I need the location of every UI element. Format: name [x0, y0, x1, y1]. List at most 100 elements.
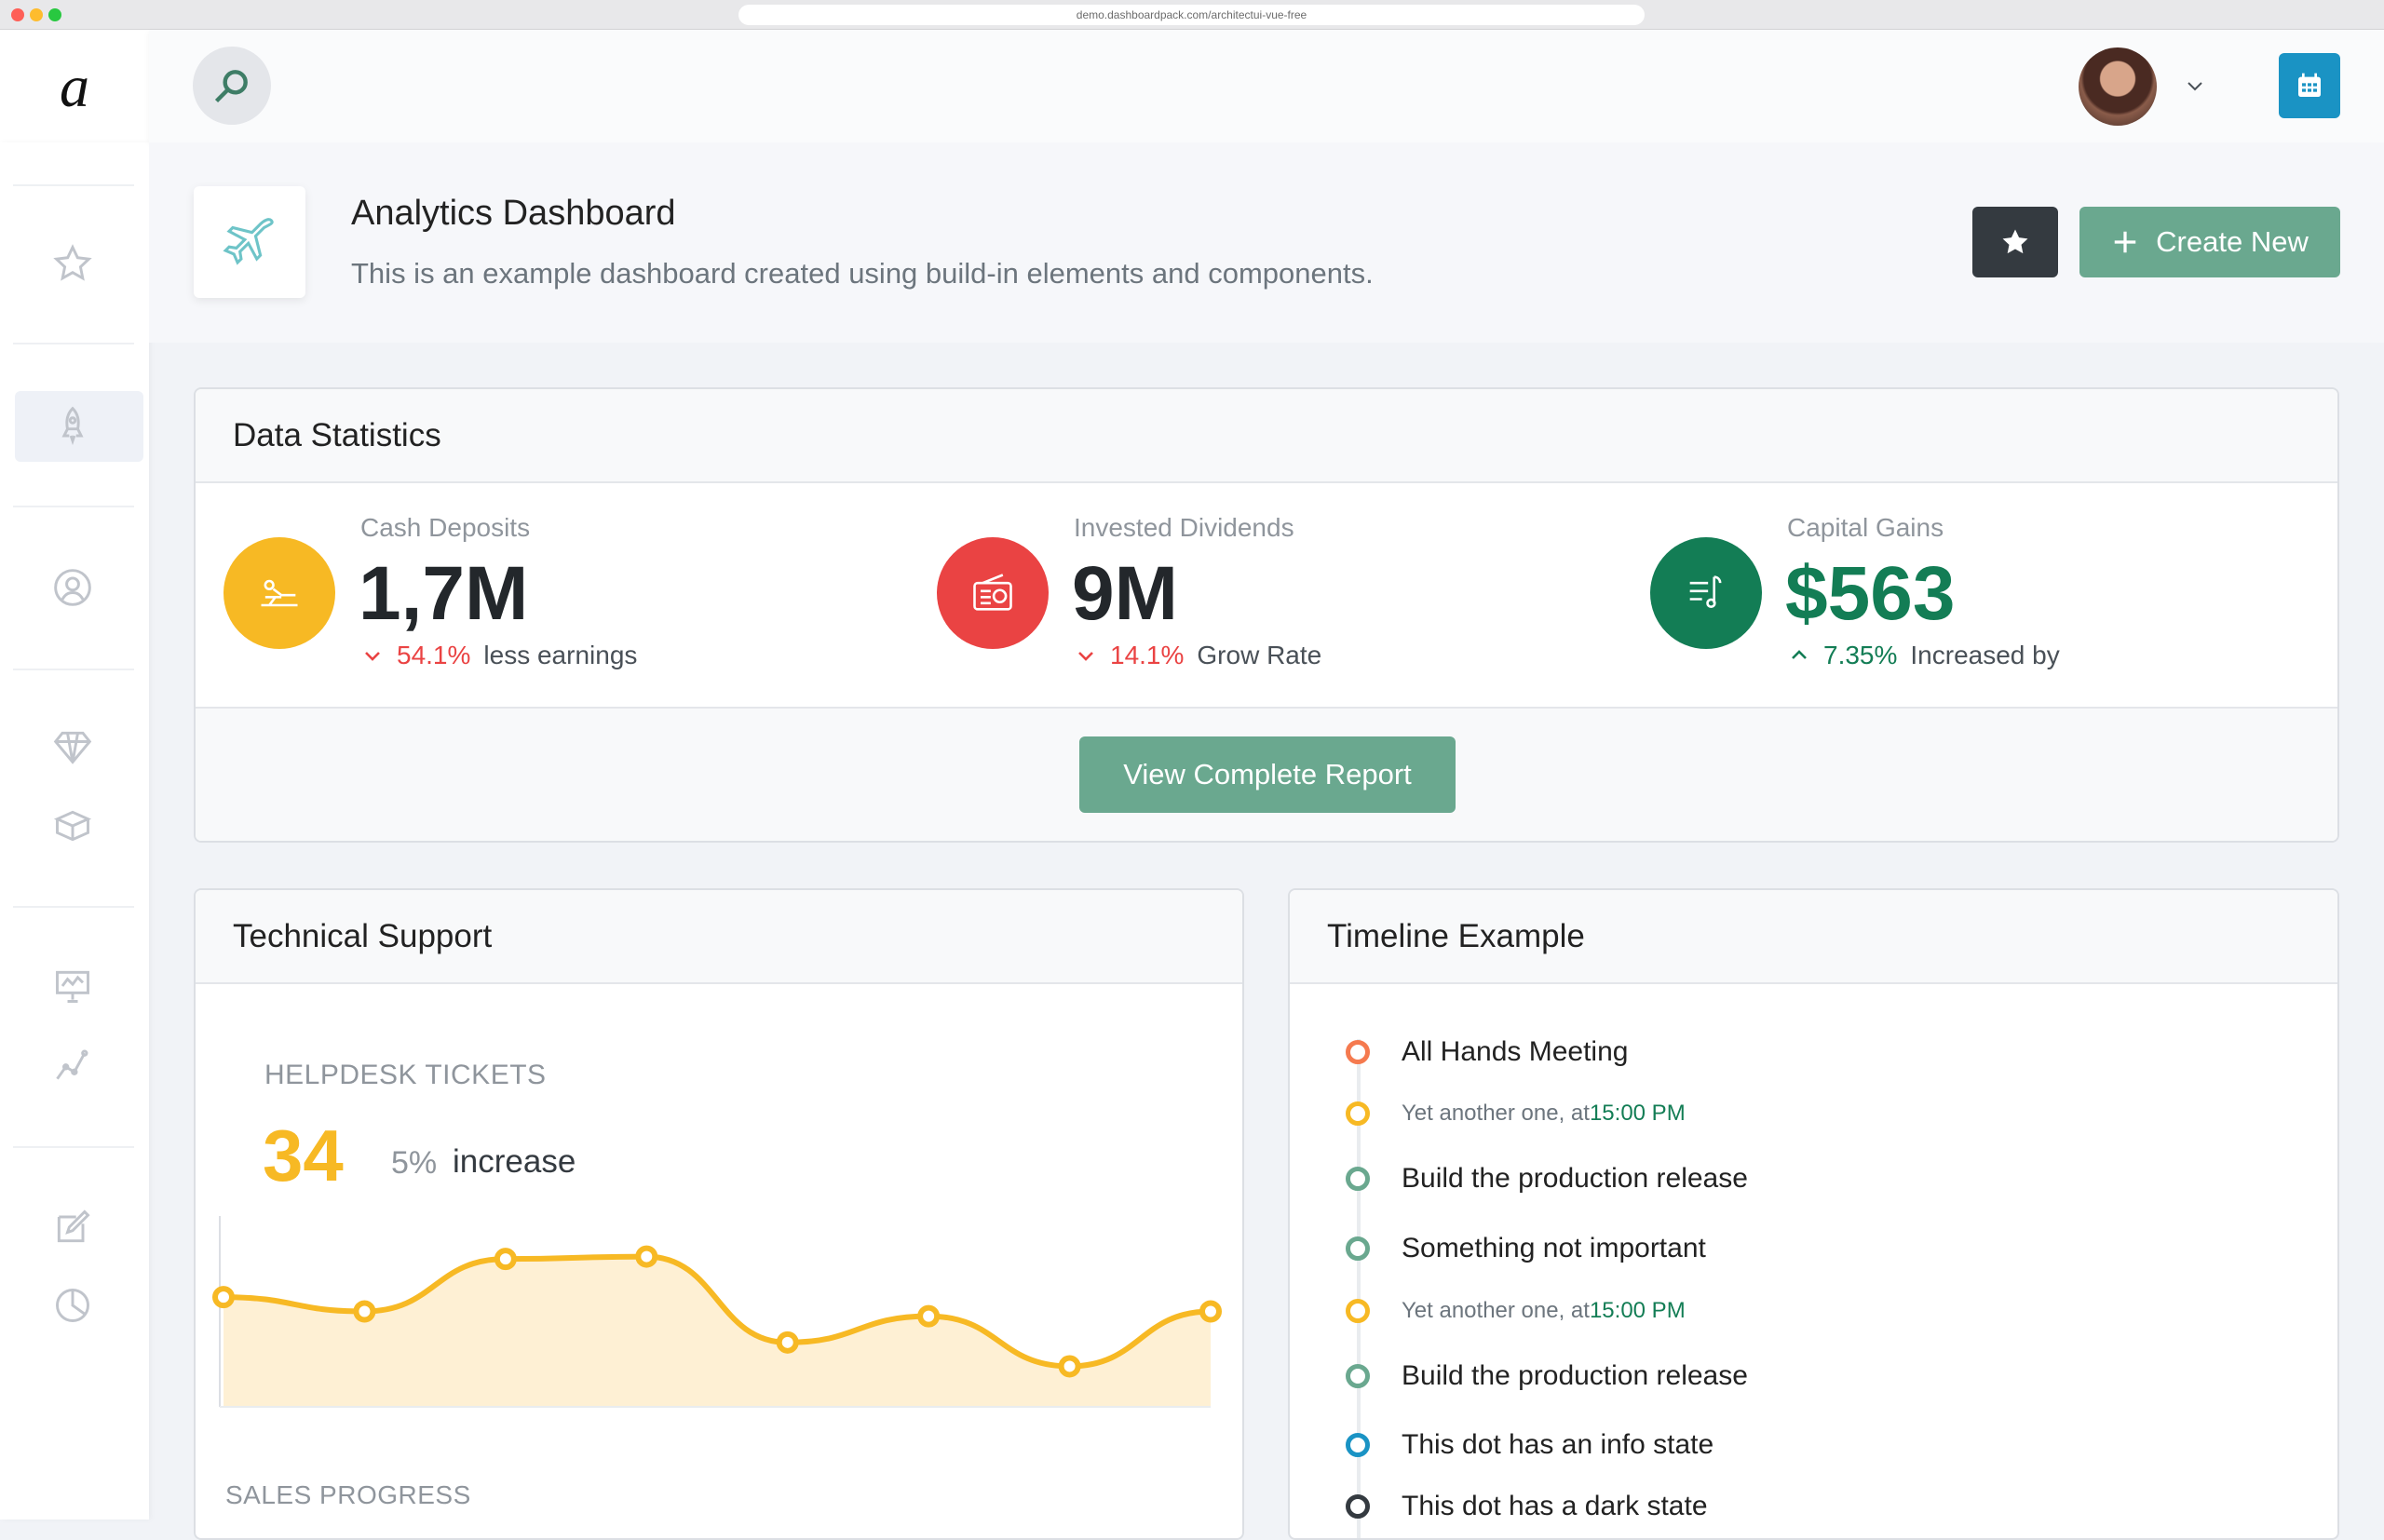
timeline-item: Build the production release: [1346, 1163, 1748, 1195]
increase-label: increase: [453, 1143, 576, 1180]
stat-change: 7.35% Increased by: [1788, 641, 2060, 670]
timeline-text: This dot has an info state: [1402, 1429, 1714, 1460]
timeline-text: Yet another one, at: [1402, 1101, 1590, 1126]
avatar[interactable]: [2079, 47, 2157, 126]
cash-icon: [224, 537, 335, 649]
chevron-up-icon: [1792, 650, 1807, 659]
card-title: Timeline Example: [1290, 890, 2337, 984]
timeline-time: 15:00 PM: [1589, 1298, 1686, 1323]
pie-chart-icon[interactable]: [48, 1281, 97, 1330]
stat-capital-gains: Capital Gains $563 7.35% Increased by: [1622, 485, 2274, 707]
user-icon[interactable]: [48, 563, 97, 612]
sidebar-divider: [13, 506, 134, 507]
timeline-dot: [1346, 1299, 1370, 1323]
view-complete-report-button[interactable]: View Complete Report: [1079, 736, 1456, 813]
favorite-button[interactable]: [1972, 207, 2058, 277]
search-button[interactable]: [193, 47, 271, 125]
app-logo[interactable]: a: [0, 30, 149, 142]
stat-change: 14.1% Grow Rate: [1075, 641, 1321, 670]
card-title: Data Statistics: [196, 389, 2337, 483]
stat-pct: 54.1%: [397, 641, 471, 669]
create-new-button[interactable]: Create New: [2079, 207, 2340, 277]
line-chart-icon[interactable]: [48, 1041, 97, 1089]
timeline-text: This dot has a dark state: [1402, 1491, 1708, 1521]
url-bar[interactable]: demo.dashboardpack.com/architectui-vue-f…: [738, 5, 1645, 25]
stat-value: $563: [1785, 551, 1956, 636]
timeline-dot: [1346, 1494, 1370, 1519]
stat-cash-deposits: Cash Deposits 1,7M 54.1% less earnings: [196, 485, 847, 707]
timeline-item: All Hands Meeting: [1346, 1036, 1628, 1068]
timeline-dot: [1346, 1236, 1370, 1261]
stat-value: 1,7M: [359, 551, 529, 636]
chart-point[interactable]: [635, 1245, 658, 1268]
helpdesk-label: HELPDESK TICKETS: [264, 1060, 547, 1090]
sidebar-divider: [13, 669, 134, 670]
close-window-dot[interactable]: [11, 8, 24, 21]
page-subtitle: This is an example dashboard created usi…: [351, 257, 1374, 290]
card-title: Technical Support: [196, 890, 1242, 984]
radio-icon: [937, 537, 1049, 649]
timeline-item: Yet another one, at 15:00 PM: [1346, 1298, 1686, 1324]
chart-point[interactable]: [1058, 1355, 1081, 1378]
chart-point[interactable]: [1199, 1300, 1222, 1323]
calendar-button[interactable]: [2279, 53, 2340, 118]
top-header: [149, 30, 2384, 142]
edit-icon[interactable]: [48, 1203, 97, 1251]
sidebar-divider: [13, 343, 134, 344]
create-new-label: Create New: [2156, 225, 2309, 258]
timeline-text: Yet another one, at: [1402, 1298, 1590, 1323]
star-icon[interactable]: [48, 239, 97, 288]
diamond-icon[interactable]: [48, 723, 97, 771]
sidebar-divider: [13, 906, 134, 908]
sidebar: [0, 142, 149, 1520]
stat-desc: less earnings: [483, 641, 638, 669]
timeline-item: Yet another one, at 15:00 PM: [1346, 1101, 1686, 1127]
sidebar-divider: [13, 184, 134, 186]
rocket-icon[interactable]: [48, 401, 97, 450]
plus-icon: [2114, 231, 2136, 253]
stats-row: Cash Deposits 1,7M 54.1% less earnings I…: [196, 485, 2337, 707]
timeline-line: [1357, 1039, 1361, 1538]
stat-pct: 7.35%: [1823, 641, 1898, 669]
search-icon: [214, 70, 248, 103]
stat-value: 9M: [1072, 551, 1178, 636]
stat-invested-dividends: Invested Dividends 9M 14.1% Grow Rate: [909, 485, 1561, 707]
chart-point[interactable]: [353, 1300, 376, 1323]
page-title: Analytics Dashboard: [351, 194, 676, 233]
stat-change: 54.1% less earnings: [361, 641, 637, 670]
timeline-dot: [1346, 1101, 1370, 1126]
chart-point[interactable]: [494, 1248, 517, 1271]
title-icon-box: [194, 186, 305, 298]
timeline-text: Build the production release: [1402, 1163, 1748, 1194]
technical-support-card: Technical Support HELPDESK TICKETS 34 5%…: [194, 888, 1244, 1540]
stat-desc: Grow Rate: [1197, 641, 1322, 669]
chart-area-fill: [224, 1256, 1211, 1407]
tickets-count: 34: [263, 1114, 344, 1196]
maximize-window-dot[interactable]: [48, 8, 61, 21]
timeline-item: This dot has an info state: [1346, 1429, 1714, 1461]
timeline-text: All Hands Meeting: [1402, 1036, 1629, 1067]
chart-point[interactable]: [917, 1304, 941, 1328]
timeline-card: Timeline Example All Hands Meeting Yet an…: [1288, 888, 2339, 1540]
timeline-text: Something not important: [1402, 1233, 1706, 1263]
timeline-dot: [1346, 1433, 1370, 1457]
chart-point[interactable]: [212, 1286, 235, 1309]
timeline-item: Something not important: [1346, 1233, 1706, 1264]
timeline-item: This dot has a dark state: [1346, 1491, 1708, 1522]
box-icon[interactable]: [48, 802, 97, 850]
chart-point[interactable]: [776, 1331, 799, 1354]
star-icon: [2002, 229, 2028, 254]
minimize-window-dot[interactable]: [30, 8, 43, 21]
timeline-dot: [1346, 1167, 1370, 1191]
timeline-item: Build the production release: [1346, 1360, 1748, 1392]
timeline-dot: [1346, 1040, 1370, 1064]
chevron-down-icon: [365, 652, 380, 661]
stat-label: Capital Gains: [1787, 513, 1944, 542]
data-statistics-card: Data Statistics Cash Deposits 1,7M 54.1%…: [194, 387, 2339, 843]
timeline-time: 15:00 PM: [1589, 1101, 1686, 1126]
presentation-icon[interactable]: [48, 962, 97, 1010]
plane-icon: [223, 218, 274, 265]
chevron-down-icon[interactable]: [2184, 74, 2206, 97]
chart-series-line: [223, 1253, 1212, 1370]
increase-pct: 5%: [391, 1145, 438, 1181]
